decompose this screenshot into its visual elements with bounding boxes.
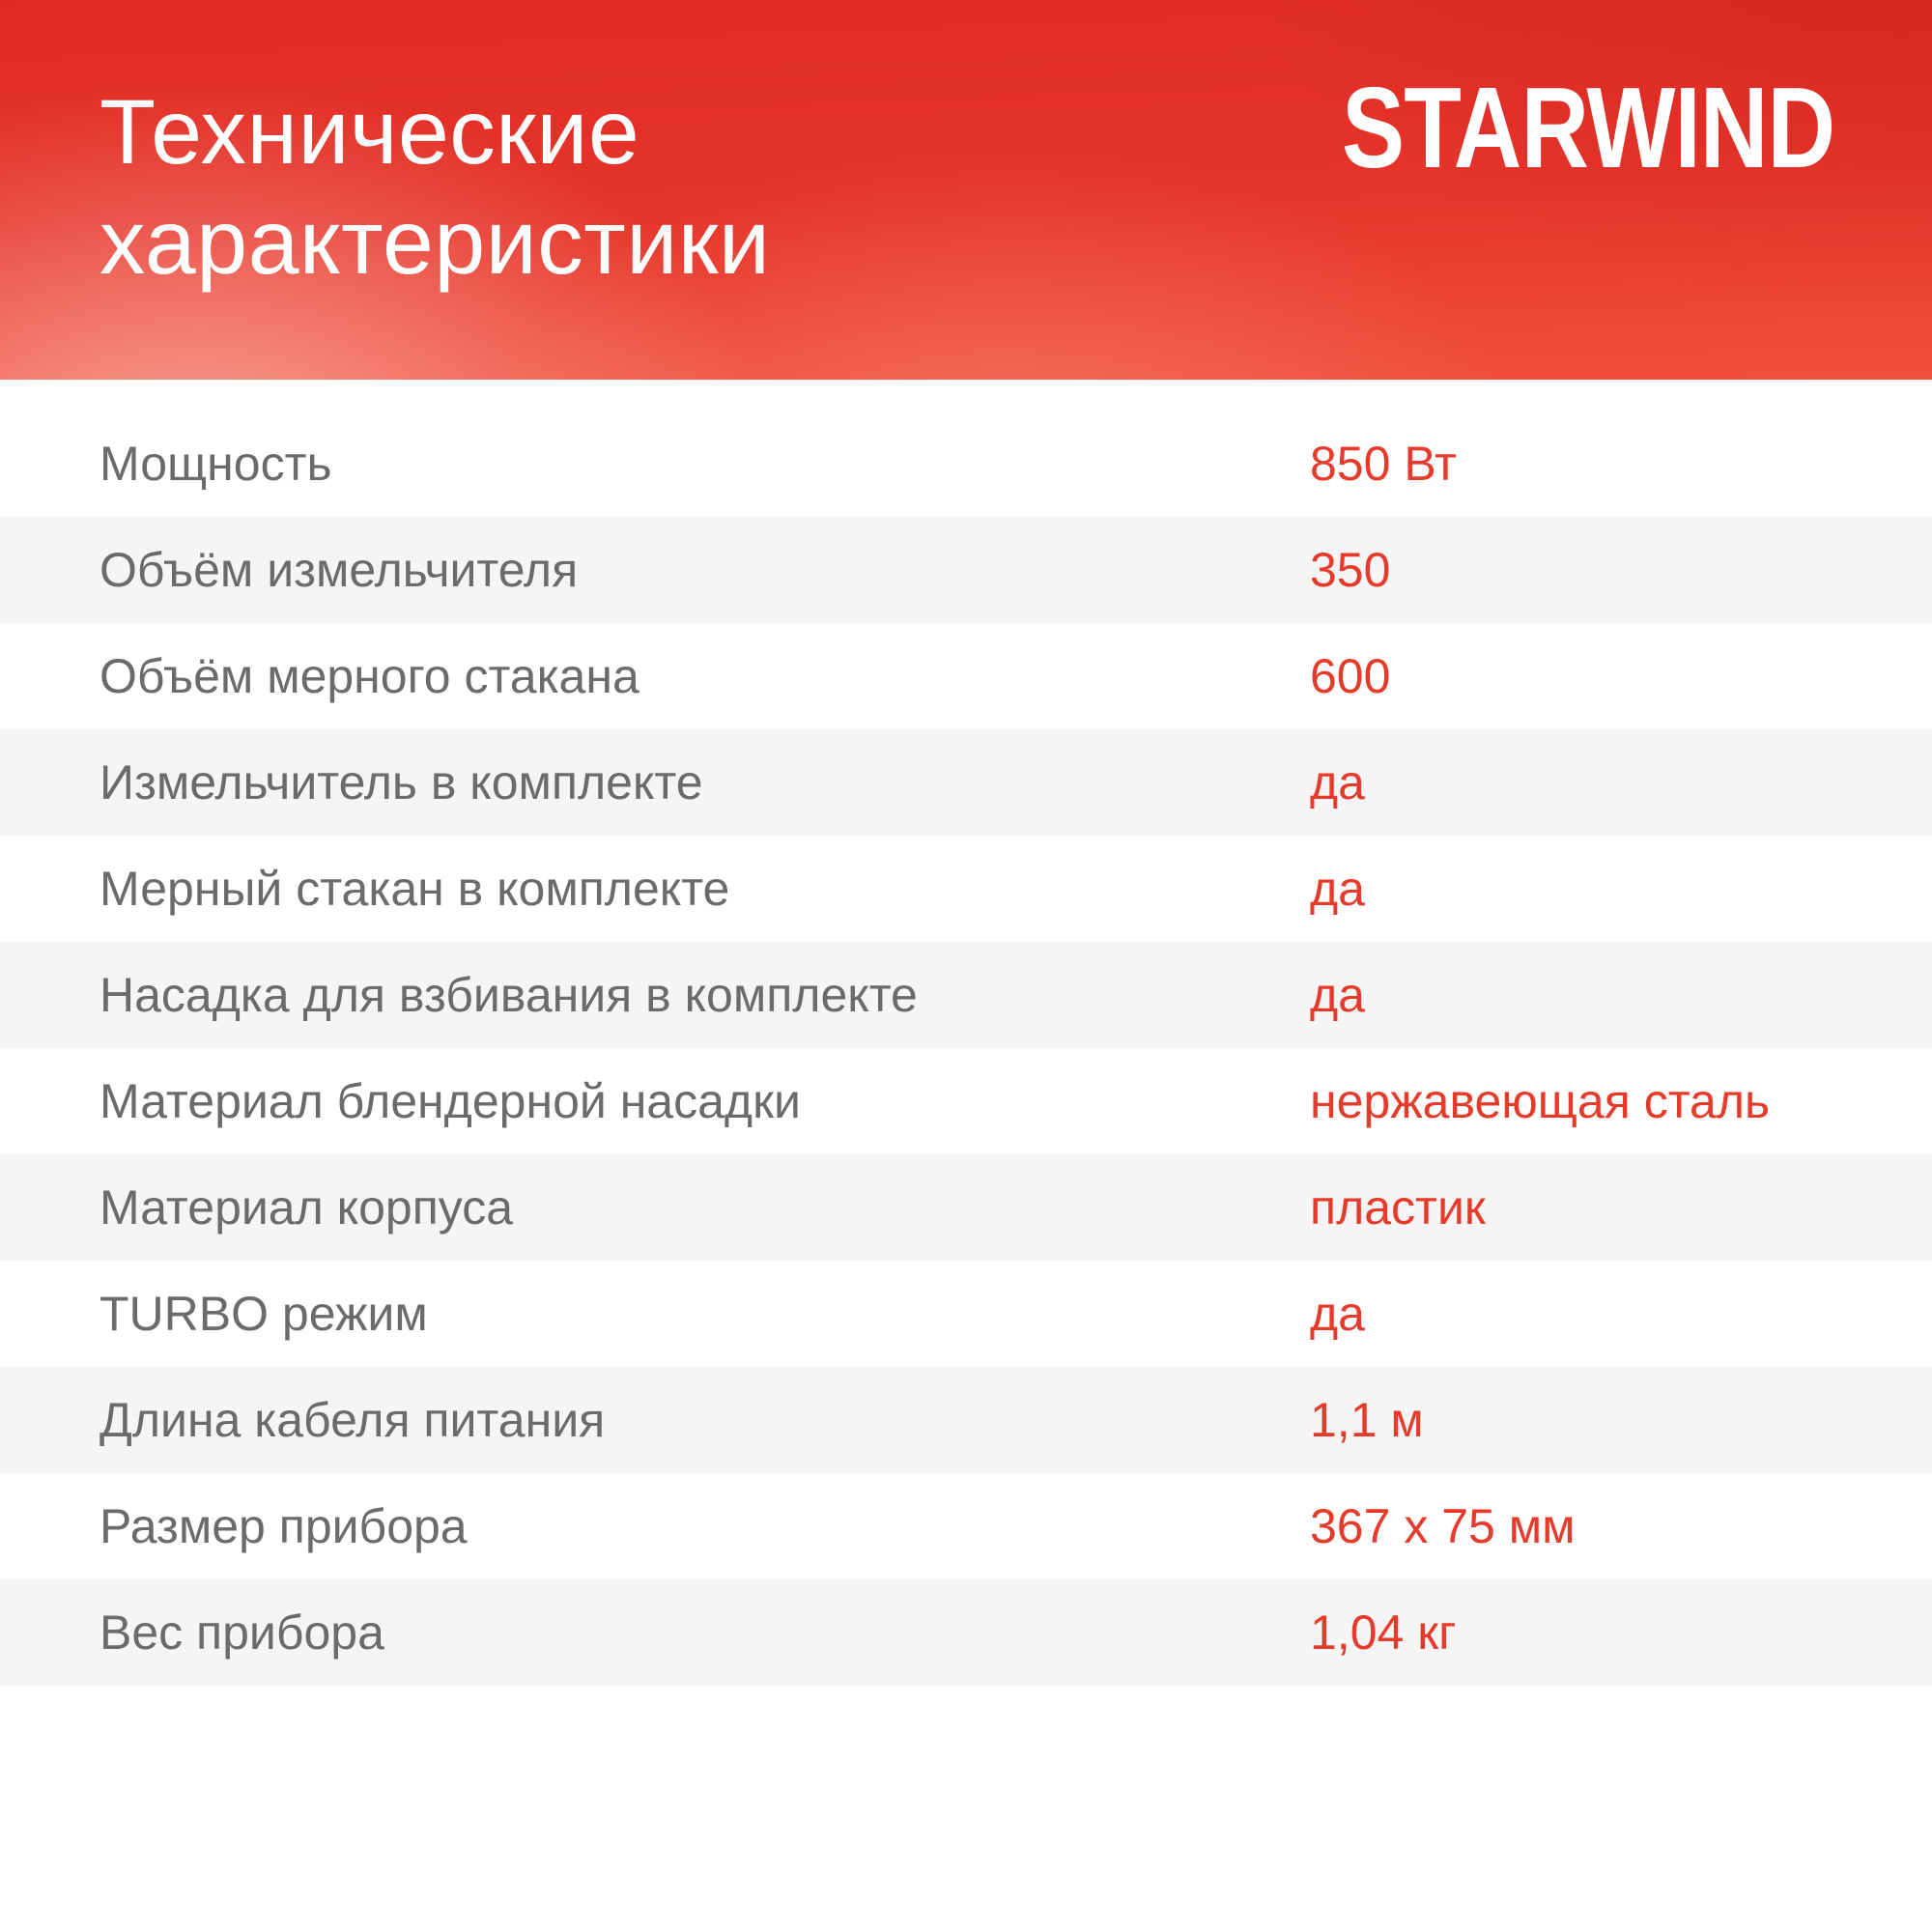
spec-value: пластик [1310,1180,1486,1235]
spec-row: Мерный стакан в комплекте да [0,836,1932,942]
spec-value: 850 Вт [1310,437,1457,491]
spec-value: да [1310,755,1365,810]
spec-row: Насадка для взбивания в комплекте да [0,942,1932,1048]
spec-value: нержавеющая сталь [1310,1074,1771,1128]
spec-label: Вес прибора [99,1605,384,1660]
spec-row: TURBO режим да [0,1261,1932,1367]
spec-row: Размер прибора 367 x 75 мм [0,1473,1932,1579]
spec-label: Длина кабеля питания [99,1393,606,1447]
spec-value: 1,04 кг [1310,1605,1457,1660]
spec-row: Объём измельчителя 350 [0,517,1932,623]
page-title: Технические характеристики [99,81,771,294]
spec-label: Мерный стакан в комплекте [99,862,730,916]
spec-label: Мощность [99,437,332,491]
spec-label: Размер прибора [99,1499,468,1553]
spec-row: Вес прибора 1,04 кг [0,1579,1932,1686]
spec-row: Материал блендерной насадки нержавеющая … [0,1048,1932,1154]
spec-table: Мощность 850 Вт Объём измельчителя 350 О… [0,380,1932,1686]
spec-value: 367 x 75 мм [1310,1499,1576,1553]
spec-label: Измельчитель в комплекте [99,755,703,810]
spec-label: Насадка для взбивания в комплекте [99,968,918,1022]
spec-value: да [1310,862,1365,916]
spec-value: 1,1 м [1310,1393,1424,1447]
spec-row: Материал корпуса пластик [0,1154,1932,1261]
spec-row: Измельчитель в комплекте да [0,729,1932,836]
spec-label: Объём измельчителя [99,543,579,597]
spec-label: Материал корпуса [99,1180,514,1235]
starwind-logo: STARWIND [1341,64,1835,192]
spec-row: Длина кабеля питания 1,1 м [0,1367,1932,1473]
spec-row: Мощность 850 Вт [0,411,1932,517]
spec-value: 350 [1310,543,1391,597]
spec-value: да [1310,968,1365,1022]
spec-row: Объём мерного стакана 600 [0,623,1932,729]
spec-value: 600 [1310,649,1391,703]
spec-label: TURBO режим [99,1287,428,1341]
header-banner: Технические характеристики STARWIND [0,0,1932,380]
spec-label: Объём мерного стакана [99,649,639,703]
spec-label: Материал блендерной насадки [99,1074,801,1128]
spec-value: да [1310,1287,1365,1341]
